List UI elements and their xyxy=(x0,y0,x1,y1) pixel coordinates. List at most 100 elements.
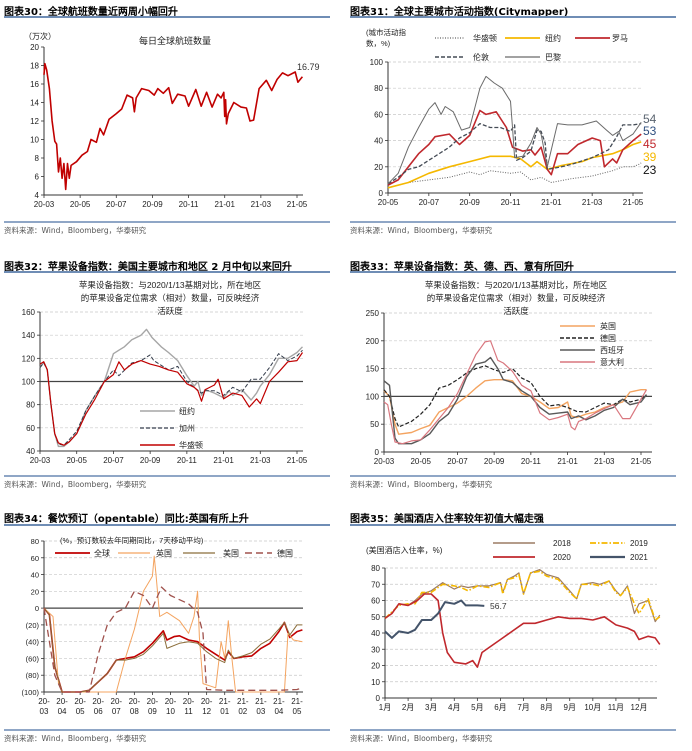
y-tick-label: 16 xyxy=(30,80,39,89)
y-tick-label: (40) xyxy=(26,638,40,647)
x-tick-label: 20-03 xyxy=(374,457,395,466)
x-tick-label: 3月 xyxy=(425,703,437,712)
series-line-西班牙 xyxy=(383,356,648,445)
series-line-美国 xyxy=(43,607,303,693)
x-tick-label-line: 20- xyxy=(201,697,213,706)
title-underline xyxy=(350,16,676,18)
x-tick-label-line: 09 xyxy=(148,707,157,716)
x-tick-label-line: 04 xyxy=(58,707,67,716)
source-divider xyxy=(4,221,330,223)
x-tick-label-line: 21- xyxy=(291,697,303,706)
x-tick-label: 20-04 xyxy=(56,697,68,716)
x-tick-label: 20-07 xyxy=(111,697,123,716)
x-tick-label: 21-03 xyxy=(594,457,615,466)
legend-label: 华盛顿 xyxy=(473,33,497,43)
x-tick-label-line: 20- xyxy=(111,697,123,706)
x-tick-label: 21-02 xyxy=(237,697,249,716)
x-tick-label-line: 12 xyxy=(202,707,211,716)
x-tick-label: 21-03 xyxy=(582,198,603,207)
series-line-英国 xyxy=(43,555,303,693)
x-tick-label: 20-08 xyxy=(129,697,141,716)
x-tick-label: 20-09 xyxy=(459,198,480,207)
x-tick-label-line: 21- xyxy=(237,697,249,706)
legend-label: 2020 xyxy=(553,553,571,562)
x-tick-label: 2月 xyxy=(402,703,414,712)
y-tick-label: 0 xyxy=(379,189,384,198)
x-tick-label: 20-05 xyxy=(70,200,91,209)
y-tick-label: 80 xyxy=(374,84,383,93)
source-divider xyxy=(4,729,330,731)
x-tick-label: 21-01 xyxy=(213,456,234,465)
x-tick-label-line: 21- xyxy=(219,697,231,706)
x-tick-label: 20-05 xyxy=(74,697,86,716)
y-tick-label: 10 xyxy=(30,136,39,145)
series-line-2020 xyxy=(384,593,661,668)
x-tick-label: 21-05 xyxy=(291,697,303,716)
y-tick-label: 140 xyxy=(22,331,36,340)
x-tick-label-line: 03 xyxy=(256,707,265,716)
y-tick-label: 8 xyxy=(35,154,40,163)
y-tick-label: 12 xyxy=(30,117,39,126)
y-axis-label: (美国酒店入住率，%) xyxy=(366,545,443,555)
series-line-德国 xyxy=(383,365,647,428)
y-tick-label: 10 xyxy=(371,678,380,687)
y-tick-label: (20) xyxy=(26,621,40,630)
x-tick-label-line: 20- xyxy=(147,697,159,706)
x-tick-label-line: 11 xyxy=(184,707,193,716)
y-tick-label: 60 xyxy=(374,110,383,119)
last-value-label: 56.7 xyxy=(490,601,507,611)
x-tick-label: 21-01 xyxy=(214,200,235,209)
x-tick-label-line: 20- xyxy=(74,697,86,706)
y-tick-label: 80 xyxy=(371,564,380,573)
x-tick-label: 20-07 xyxy=(103,456,124,465)
legend-label: 英国 xyxy=(156,548,172,558)
y-axis-label: 数，%) xyxy=(366,38,391,48)
legend-label: 巴黎 xyxy=(545,52,561,62)
x-tick-label-line: 03 xyxy=(40,707,49,716)
chart-title: 苹果设备指数：与2020/1/13基期对比，所在地区 xyxy=(425,280,608,290)
legend-label: 意大利 xyxy=(600,357,624,367)
y-tick-label: 4 xyxy=(35,191,40,200)
x-tick-label-line: 04 xyxy=(274,707,283,716)
y-axis-label: (城市活动指 xyxy=(366,27,406,37)
x-tick-label-line: 20- xyxy=(165,697,177,706)
y-tick-label: (100) xyxy=(21,688,39,697)
panel-title-34: 图表34：餐饮预订（opentable）同比:英国有所上升 xyxy=(4,514,249,525)
y-tick-label: 18 xyxy=(30,62,39,71)
y-tick-label: (60) xyxy=(26,654,40,663)
x-tick-label: 11月 xyxy=(608,703,624,712)
chart-title: 活跃度 xyxy=(157,306,183,316)
y-axis-label: (%，预订数较去年同期同比，7天移动平均) xyxy=(60,535,204,545)
legend-label: 伦敦 xyxy=(473,52,489,62)
legend-label: 全球 xyxy=(94,548,110,558)
x-tick-label-line: 08 xyxy=(130,707,139,716)
x-tick-label-line: 21- xyxy=(273,697,285,706)
y-tick-label: 0 xyxy=(376,694,381,703)
y-tick-label: 40 xyxy=(31,571,39,580)
y-tick-label: 0 xyxy=(35,604,39,613)
last-value-label: 16.79 xyxy=(297,62,320,72)
chart-title: 每日全球航班数量 xyxy=(139,35,211,46)
y-tick-label: 50 xyxy=(371,613,380,622)
x-tick-label: 21-05 xyxy=(623,198,644,207)
y-tick-label: 20 xyxy=(31,587,39,596)
x-tick-label: 20-09 xyxy=(147,697,159,716)
y-tick-label: (80) xyxy=(26,671,40,680)
x-tick-label: 21-05 xyxy=(631,457,652,466)
y-tick-label: 120 xyxy=(22,354,36,363)
x-tick-label: 20-05 xyxy=(378,198,399,207)
title-underline xyxy=(350,524,676,526)
x-tick-label-line: 10 xyxy=(166,707,175,716)
x-tick-label: 20-09 xyxy=(484,457,505,466)
y-tick-label: 40 xyxy=(26,447,35,456)
y-tick-label: 250 xyxy=(366,309,380,318)
y-tick-label: 60 xyxy=(26,424,35,433)
x-tick-label: 8月 xyxy=(540,703,552,712)
y-tick-label: 40 xyxy=(374,137,383,146)
y-tick-label: 20 xyxy=(374,163,383,172)
x-tick-label: 20-10 xyxy=(165,697,177,716)
y-tick-label: 40 xyxy=(371,629,380,638)
x-tick-label-line: 20- xyxy=(38,697,50,706)
y-tick-label: 60 xyxy=(371,597,380,606)
